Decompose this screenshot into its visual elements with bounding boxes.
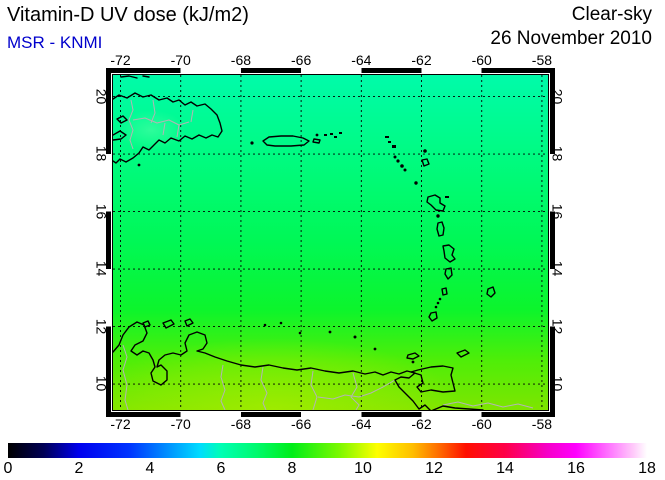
- vieques-island: [312, 138, 321, 144]
- south-america-coastline: [113, 321, 484, 410]
- hispaniola-coastline: [113, 92, 223, 164]
- tobago-island: [456, 349, 470, 358]
- date-label: 26 November 2010: [490, 28, 652, 49]
- colorbar-tick-label: 2: [74, 460, 84, 477]
- lon-tick-label-top: -66: [291, 52, 312, 68]
- trinidad-island: [410, 365, 456, 393]
- colorbar-tick-label: 16: [567, 460, 585, 477]
- gonave-island: [116, 115, 128, 124]
- map-panel: [106, 68, 555, 417]
- lon-tick-label-top: -72: [110, 52, 131, 68]
- tiburon-peninsula: [113, 130, 127, 141]
- source-label: MSR - KNMI: [7, 33, 103, 52]
- lon-tick-label-bottom: -66: [291, 416, 312, 432]
- lon-tick-label-top: -70: [170, 52, 191, 68]
- lon-tick-label-top: -62: [411, 52, 432, 68]
- map-frame-bottom: [106, 412, 555, 417]
- lon-tick-label-bottom: -62: [411, 416, 432, 432]
- lon-tick-label-bottom: -64: [351, 416, 372, 432]
- barbados-island: [486, 286, 496, 298]
- uv-dose-map: [113, 75, 548, 410]
- colorbar-tick-label: 0: [3, 460, 13, 477]
- lon-tick-label-top: -64: [351, 52, 372, 68]
- bahamas-fragment: [120, 75, 150, 79]
- colorbar-tick-label: 8: [287, 460, 297, 477]
- small-islands: [137, 132, 449, 364]
- colorbar-tick-label: 6: [216, 460, 226, 477]
- grenada-island: [428, 311, 438, 322]
- lon-tick-label-bottom: -72: [110, 416, 131, 432]
- guadeloupe-island: [426, 194, 446, 212]
- map-frame-left: [106, 68, 111, 417]
- colorbar-tick-label: 4: [145, 460, 155, 477]
- puerto-rico-coastline: [262, 135, 310, 147]
- lon-tick-label-top: -68: [230, 52, 252, 68]
- lon-tick-label-top: -60: [471, 52, 492, 68]
- lon-tick-label-bottom: -60: [471, 416, 492, 432]
- coastlines: [113, 75, 496, 410]
- colorbar: [8, 443, 647, 458]
- condition-label: Clear-sky: [571, 4, 652, 25]
- dose-hispaniola-patch: [117, 110, 185, 150]
- colorbar-tick-label: 18: [638, 460, 656, 477]
- lon-tick-label-bottom: -58: [531, 416, 553, 432]
- lon-tick-label-bottom: -70: [170, 416, 191, 432]
- map-frame-right: [550, 68, 555, 417]
- colorbar-tick-label: 10: [354, 460, 372, 477]
- map-frame-top: [106, 68, 555, 73]
- curacao-island: [162, 319, 175, 329]
- colorbar-tick-label: 14: [496, 460, 514, 477]
- map-canvas: [112, 74, 549, 411]
- colorbar-tick-label: 12: [425, 460, 443, 477]
- martinique-island: [442, 244, 456, 263]
- dominica-island: [436, 221, 445, 237]
- st-lucia-island: [444, 267, 453, 280]
- margarita-island: [406, 352, 420, 360]
- page-title: Vitamin-D UV dose (kJ/m2): [7, 4, 249, 26]
- lon-tick-label-top: -58: [531, 52, 553, 68]
- lon-tick-label-bottom: -68: [230, 416, 252, 432]
- dose-highland-patch: [113, 338, 463, 410]
- country-borders-rivers: [122, 99, 534, 410]
- st-vincent-island: [441, 287, 448, 296]
- antigua-island: [421, 158, 430, 167]
- bonaire-island: [184, 318, 194, 327]
